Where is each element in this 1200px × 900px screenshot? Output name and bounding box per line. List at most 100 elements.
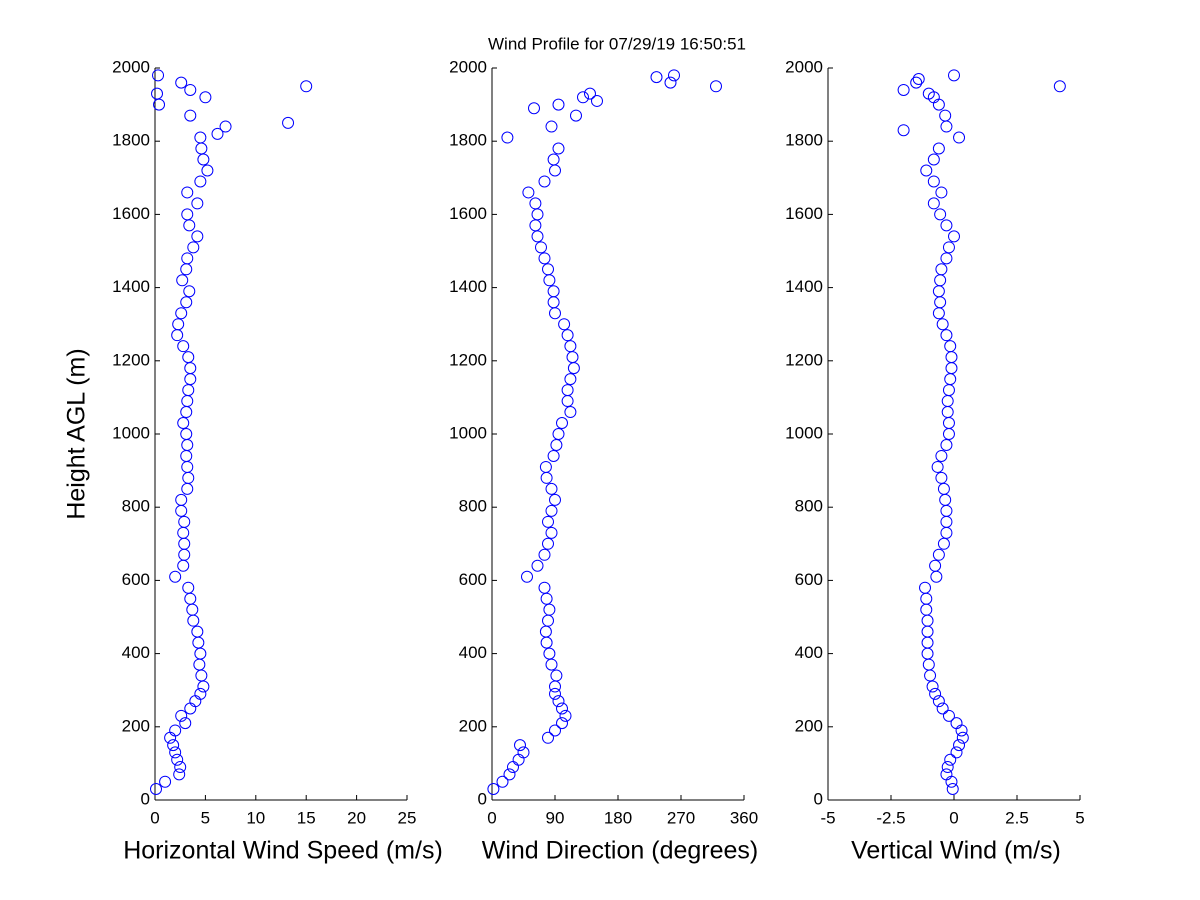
y-tick-label: 200 — [459, 716, 487, 735]
point — [181, 395, 194, 408]
point — [932, 307, 945, 320]
point — [946, 783, 959, 796]
point — [211, 127, 224, 140]
x-tick-label: 5 — [1075, 808, 1084, 827]
point — [919, 581, 932, 594]
point — [152, 69, 165, 82]
y-tick-label: 1200 — [112, 350, 150, 369]
y-tick-label: 1000 — [112, 423, 150, 442]
point — [932, 98, 945, 111]
x-tick-label: 0 — [487, 808, 496, 827]
y-tick-label: 400 — [122, 643, 150, 662]
point — [950, 717, 963, 730]
point — [556, 702, 568, 715]
point — [180, 296, 193, 309]
y-tick-label: 1400 — [785, 277, 823, 296]
point — [503, 768, 516, 781]
point — [561, 384, 574, 397]
y-tick-label: 2000 — [112, 57, 150, 76]
point — [542, 515, 554, 528]
point — [179, 717, 192, 730]
point — [549, 164, 561, 177]
y-tick-label: 1200 — [449, 350, 487, 369]
point — [496, 775, 509, 788]
x-tick-label: 270 — [667, 808, 695, 827]
point — [929, 559, 942, 572]
y-tick-label: 600 — [459, 570, 487, 589]
point — [942, 428, 955, 440]
y-tick-label: 200 — [122, 716, 150, 735]
point — [193, 658, 206, 671]
point — [921, 647, 934, 660]
point — [564, 406, 577, 419]
y-tick-label: 400 — [459, 643, 487, 662]
point — [1053, 80, 1066, 93]
point — [940, 504, 953, 517]
point — [940, 219, 953, 232]
point — [926, 680, 939, 693]
point — [184, 592, 197, 605]
point — [936, 318, 949, 331]
point — [182, 471, 195, 484]
point — [184, 362, 197, 375]
point — [558, 318, 571, 331]
x-tick-label: -2.5 — [876, 808, 905, 827]
point — [181, 438, 194, 451]
point — [945, 362, 958, 375]
point — [531, 559, 544, 572]
point — [175, 709, 188, 722]
point — [538, 252, 551, 265]
point — [173, 768, 186, 781]
point — [927, 175, 940, 188]
y-tick-label: 1000 — [785, 423, 823, 442]
y-tick-label: 0 — [141, 789, 150, 808]
point — [912, 72, 925, 85]
point — [219, 120, 232, 133]
point — [538, 175, 551, 188]
point — [180, 449, 193, 462]
point — [552, 142, 565, 155]
point — [521, 570, 533, 583]
point — [547, 296, 560, 309]
point — [175, 76, 188, 89]
point — [178, 537, 191, 550]
point — [531, 230, 544, 243]
point — [181, 208, 194, 221]
y-tick-label: 1800 — [449, 131, 487, 150]
y-tick-label: 800 — [795, 497, 823, 516]
point — [547, 285, 560, 298]
point — [184, 373, 197, 386]
y-tick-label: 600 — [122, 570, 150, 589]
point — [171, 753, 184, 766]
point — [921, 614, 934, 627]
point — [182, 384, 195, 397]
y-tick-label: 800 — [122, 497, 150, 516]
point — [937, 482, 950, 495]
point — [910, 76, 923, 89]
x-tick-label: 180 — [604, 808, 632, 827]
x-tick-label: 0 — [150, 808, 159, 827]
point — [942, 709, 955, 722]
point — [945, 351, 958, 364]
x-tick-label: 25 — [398, 808, 417, 827]
point — [650, 71, 663, 84]
point — [175, 504, 188, 517]
point — [184, 109, 197, 122]
x-tick-label: 15 — [297, 808, 316, 827]
point — [567, 362, 580, 375]
point — [942, 241, 955, 254]
x-tick-label: 90 — [546, 808, 565, 827]
point — [940, 768, 953, 781]
point — [512, 753, 525, 766]
y-tick-label: 1400 — [449, 277, 487, 296]
point — [538, 548, 551, 561]
y-tick-label: 1400 — [112, 277, 150, 296]
point — [542, 263, 554, 276]
y-tick-label: 0 — [814, 789, 823, 808]
point — [940, 438, 953, 451]
point — [543, 603, 556, 616]
point — [545, 120, 558, 133]
point — [192, 636, 205, 649]
x-tick-label: 20 — [347, 808, 366, 827]
y-tick-label: 400 — [795, 643, 823, 662]
